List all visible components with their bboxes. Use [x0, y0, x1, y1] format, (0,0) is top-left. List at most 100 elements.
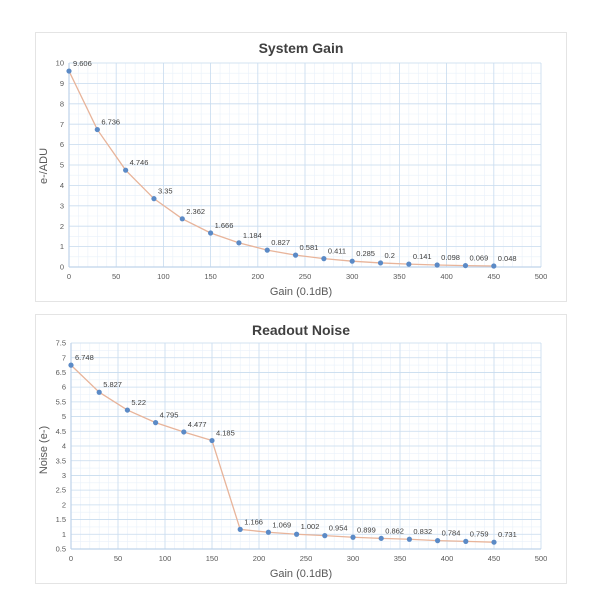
x-tick-label: 300 — [347, 554, 360, 563]
data-point — [322, 533, 328, 539]
data-point — [463, 538, 469, 544]
x-tick-label: 350 — [394, 554, 407, 563]
data-point — [294, 531, 300, 537]
y-tick-label: 7 — [60, 120, 64, 129]
x-tick-label: 250 — [299, 272, 312, 281]
data-point — [321, 256, 327, 262]
data-label: 0.827 — [271, 238, 290, 247]
data-point — [151, 196, 157, 202]
series-line — [70, 364, 495, 543]
x-tick-label: 100 — [159, 554, 172, 563]
x-tick-label: 50 — [112, 272, 120, 281]
data-point — [265, 529, 271, 535]
data-label: 0.411 — [328, 247, 346, 256]
y-tick-label: 2.5 — [56, 486, 66, 495]
data-label: 0.759 — [470, 529, 489, 538]
x-tick-label: 400 — [440, 272, 453, 281]
y-tick-label: 4 — [62, 442, 66, 451]
data-point — [96, 389, 102, 395]
data-label: 0.731 — [498, 530, 517, 539]
y-tick-label: 3 — [60, 201, 64, 210]
data-label: 0.954 — [329, 524, 348, 533]
data-label: 0.048 — [498, 254, 517, 263]
y-tick-label: 6 — [62, 383, 66, 392]
data-label: 0.285 — [356, 249, 375, 258]
data-label: 1.184 — [243, 231, 262, 240]
y-axis-label: Noise (e-) — [38, 426, 50, 474]
grid — [68, 62, 542, 268]
data-point — [179, 216, 185, 222]
y-tick-label: 8 — [60, 99, 64, 108]
series-line — [68, 70, 494, 267]
y-tick-label: 3.5 — [56, 456, 66, 465]
data-point — [68, 362, 74, 368]
x-tick-label: 350 — [393, 272, 406, 281]
data-point — [94, 126, 100, 133]
x-tick-label: 50 — [114, 554, 122, 563]
x-tick-label: 250 — [300, 554, 313, 563]
y-tick-label: 6.5 — [56, 368, 66, 377]
data-label: 0.098 — [441, 253, 460, 262]
system-gain-chart-panel: System Gain Gain (0.1dB) e-/ADU 0 50 100 15… — [35, 32, 567, 302]
data-label: 4.185 — [216, 429, 235, 438]
data-label: 0.141 — [413, 252, 432, 261]
data-label: 6.748 — [75, 353, 94, 362]
data-point — [181, 429, 187, 435]
data-point — [123, 167, 129, 173]
y-tick-label: 2 — [60, 222, 64, 231]
data-point — [124, 407, 130, 413]
data-label: 1.666 — [215, 221, 234, 230]
system-gain-chart: System Gain Gain (0.1dB) e-/ADU 0 50 100 15… — [38, 40, 548, 298]
y-tick-label: 5.5 — [56, 397, 66, 406]
data-label: 3.35 — [158, 187, 173, 196]
y-tick-label: 7.5 — [56, 339, 66, 348]
data-point — [378, 535, 384, 541]
y-tick-label: 4.5 — [56, 427, 66, 436]
x-tick-label: 150 — [204, 272, 217, 281]
data-label: 1.002 — [301, 522, 320, 531]
y-tick-label: 9 — [60, 79, 64, 88]
data-label: 0.2 — [385, 251, 395, 260]
data-label: 1.166 — [244, 517, 263, 526]
x-tick-label: 500 — [535, 554, 548, 563]
x-tick-label: 0 — [67, 272, 71, 281]
data-point — [208, 230, 214, 236]
data-label: 4.795 — [160, 411, 179, 420]
x-axis-label: Gain (0.1dB) — [270, 568, 332, 580]
chart-title: System Gain — [259, 40, 344, 56]
y-tick-label: 6 — [60, 140, 64, 149]
x-tick-label: 500 — [535, 272, 548, 281]
y-tick-label: 0.5 — [56, 545, 66, 554]
series: 6.748 5.827 5.22 4.795 4.477 4.185 1.166 1.069 1… — [68, 353, 517, 545]
y-tick-label: 3 — [62, 471, 66, 480]
x-tick-label: 200 — [253, 554, 266, 563]
data-label: 5.827 — [103, 380, 122, 389]
data-point — [237, 526, 243, 533]
x-tick-label: 0 — [69, 554, 73, 563]
data-point — [462, 262, 469, 269]
series: 9.606 6.736 4.746 3.35 2.362 1.666 1.184 0.827 0… — [66, 59, 517, 269]
data-label: 9.606 — [73, 59, 92, 68]
x-tick-label: 450 — [488, 272, 501, 281]
x-axis-label: Gain (0.1dB) — [270, 286, 332, 298]
data-label: 5.22 — [131, 398, 146, 407]
data-label: 2.362 — [186, 207, 205, 216]
x-tick-label: 100 — [157, 272, 170, 281]
readout-noise-chart: Readout Noise Gain (0.1dB) Noise (e-) 0 5… — [38, 322, 548, 580]
data-point — [264, 247, 270, 253]
data-point — [236, 240, 242, 246]
data-label: 6.736 — [101, 118, 120, 127]
data-point — [377, 260, 384, 266]
tick-labels: 0 50 100 150 200 250 300 350 400 450 500 0.5 1 1.5 2 2.… — [56, 339, 548, 563]
data-label: 4.746 — [130, 158, 149, 167]
y-tick-label: 5 — [62, 412, 66, 421]
data-point — [406, 536, 412, 542]
data-point — [350, 534, 356, 540]
y-tick-label: 2 — [62, 500, 66, 509]
data-label: 0.784 — [442, 529, 461, 538]
data-label: 0.581 — [300, 243, 319, 252]
data-point — [491, 539, 497, 545]
y-tick-label: 1.5 — [56, 515, 66, 524]
data-point — [153, 420, 159, 426]
data-label: 4.477 — [188, 420, 207, 429]
